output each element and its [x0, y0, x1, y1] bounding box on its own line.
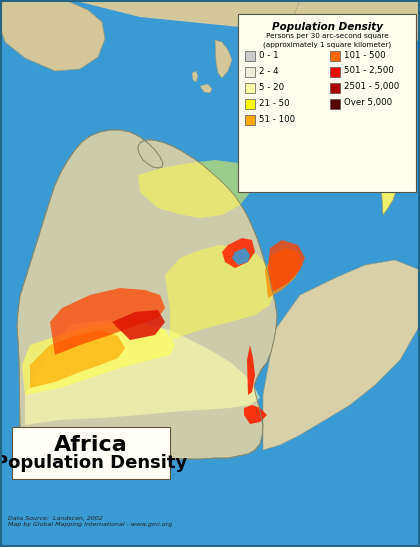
Polygon shape [381, 146, 400, 215]
Bar [238, 14, 416, 192]
Text: 501 - 2,500: 501 - 2,500 [344, 67, 394, 75]
Polygon shape [25, 320, 260, 425]
Bar [330, 83, 340, 93]
Bar [330, 99, 340, 109]
Polygon shape [50, 288, 165, 355]
Bar [245, 67, 255, 77]
Polygon shape [192, 71, 198, 82]
Polygon shape [0, 0, 105, 71]
Polygon shape [0, 0, 420, 49]
Text: 51 - 100: 51 - 100 [259, 114, 295, 124]
Polygon shape [222, 238, 255, 268]
Text: 2 - 4: 2 - 4 [259, 67, 278, 75]
Text: 5 - 20: 5 - 20 [259, 83, 284, 91]
Polygon shape [165, 245, 275, 340]
Polygon shape [17, 130, 277, 459]
Polygon shape [112, 310, 165, 340]
Text: Population Density: Population Density [0, 454, 187, 472]
Polygon shape [0, 0, 420, 41]
Polygon shape [247, 345, 255, 395]
Text: Population Density: Population Density [271, 22, 383, 32]
Polygon shape [138, 160, 255, 218]
Bar [245, 83, 255, 93]
Bar [245, 99, 255, 109]
Text: Africa: Africa [54, 435, 128, 455]
Polygon shape [215, 40, 232, 78]
Text: 101 - 500: 101 - 500 [344, 50, 386, 60]
Text: 21 - 50: 21 - 50 [259, 98, 290, 108]
Polygon shape [280, 0, 420, 50]
Text: 2501 - 5,000: 2501 - 5,000 [344, 83, 399, 91]
Polygon shape [268, 240, 305, 292]
Bar [330, 51, 340, 61]
Polygon shape [22, 322, 175, 395]
Bar [245, 51, 255, 61]
Polygon shape [30, 330, 125, 388]
Bar [12, 427, 170, 479]
Polygon shape [232, 248, 250, 265]
Polygon shape [244, 405, 267, 424]
Polygon shape [263, 260, 420, 450]
Bar [245, 115, 255, 125]
Polygon shape [200, 84, 212, 93]
Polygon shape [381, 146, 400, 215]
Text: Persons per 30 arc-second square: Persons per 30 arc-second square [265, 33, 388, 39]
Text: Data Source:  Landscan, 2002
Map by Global Mapping International - www.gmi.org: Data Source: Landscan, 2002 Map by Globa… [8, 516, 172, 527]
Text: Over 5,000: Over 5,000 [344, 98, 392, 108]
Polygon shape [265, 248, 302, 298]
Text: (approximately 1 square kilometer): (approximately 1 square kilometer) [263, 42, 391, 49]
Text: 0 - 1: 0 - 1 [259, 50, 278, 60]
Bar [330, 67, 340, 77]
